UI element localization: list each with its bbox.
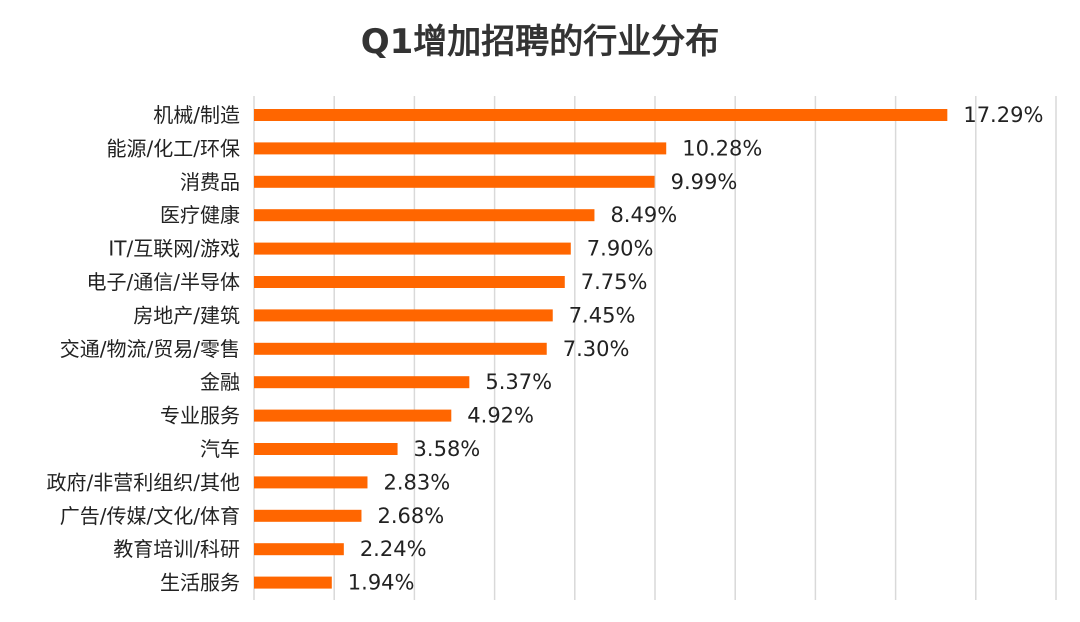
- bar: [254, 209, 595, 222]
- bar: [254, 576, 332, 589]
- bar: [254, 443, 398, 455]
- data-label: 7.30%: [563, 337, 630, 361]
- category-label: 金融: [200, 370, 240, 394]
- category-label: 交通/物流/贸易/零售: [60, 337, 240, 361]
- category-label: IT/互联网/游戏: [108, 237, 240, 261]
- data-label: 7.45%: [569, 303, 636, 327]
- data-label: 2.83%: [383, 470, 450, 494]
- category-label: 医疗健康: [160, 203, 240, 227]
- bar: [254, 175, 655, 188]
- data-label: 17.29%: [963, 103, 1043, 127]
- data-label: 2.24%: [360, 537, 427, 561]
- bar: [254, 409, 452, 422]
- data-label: 8.49%: [610, 203, 677, 227]
- data-label: 9.99%: [671, 170, 738, 194]
- category-label: 房地产/建筑: [133, 303, 240, 327]
- category-label: 电子/通信/半导体: [87, 270, 240, 294]
- data-label: 10.28%: [682, 136, 762, 160]
- category-label: 专业服务: [160, 404, 240, 428]
- category-label: 机械/制造: [153, 103, 240, 127]
- labels: 机械/制造 17.29% 能源/化工/环保 10.28% 消费品 9.99% 医疗健康 8.4…: [47, 103, 1044, 595]
- data-label: 5.37%: [485, 370, 552, 394]
- data-label: 7.90%: [587, 237, 654, 261]
- category-label: 政府/非营利组织/其他: [47, 470, 240, 494]
- data-label: 2.68%: [377, 504, 444, 528]
- bar: [254, 109, 948, 121]
- data-label: 7.75%: [581, 270, 648, 294]
- chart-title: Q1增加招聘的行业分布: [361, 22, 720, 62]
- category-label: 广告/传媒/文化/体育: [60, 504, 240, 528]
- bar: [254, 142, 667, 155]
- bar: [254, 342, 547, 355]
- bar: [254, 509, 362, 522]
- bar: [254, 376, 470, 389]
- category-label: 教育培训/科研: [113, 537, 240, 561]
- bar: [254, 543, 344, 556]
- bar: [254, 242, 571, 255]
- category-label: 能源/化工/环保: [107, 136, 240, 160]
- bar: [254, 309, 553, 322]
- bars: [254, 109, 948, 589]
- category-label: 生活服务: [160, 571, 240, 595]
- data-label: 3.58%: [414, 437, 481, 461]
- category-label: 汽车: [200, 437, 240, 461]
- data-label: 4.92%: [467, 404, 534, 428]
- bar: [254, 476, 368, 489]
- data-label: 1.94%: [348, 571, 415, 595]
- bar: [254, 276, 565, 288]
- category-label: 消费品: [180, 170, 240, 194]
